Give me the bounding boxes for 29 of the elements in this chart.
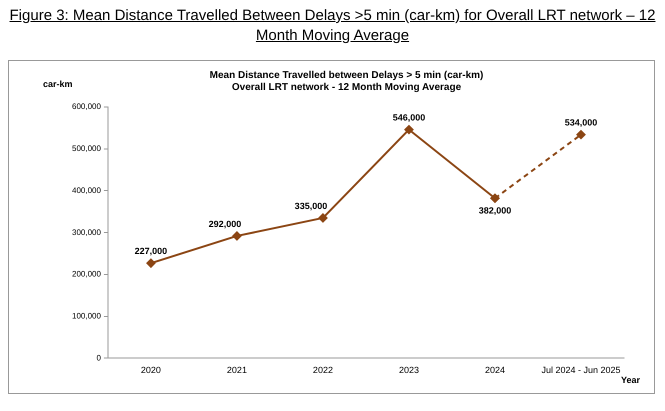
chart-title: Figure 3: Mean Distance Travelled Between Delays >5 min (car-km) for Overall LRT network – 12 Month Moving Average [10, 7, 656, 44]
y-tick-label: 100,000 [72, 312, 102, 321]
x-tick-label: 2022 [312, 365, 333, 376]
y-tick-label: 300,000 [72, 228, 102, 237]
y-tick-label: 0 [96, 353, 102, 362]
point [318, 213, 328, 222]
point [490, 194, 500, 203]
x-tick-label: 2021 [226, 365, 247, 376]
y-tick-label: 400,000 [72, 186, 102, 195]
x-axis-title: Year [620, 375, 640, 385]
x-tick-label: 2023 [398, 365, 419, 376]
chart-subtitle: Mean Distance Travelled between Delays > 5 min (car-km) Overall LRT network - 12 Month Moving Average [210, 70, 484, 93]
point [146, 258, 156, 268]
y-tick-label: 600,000 [72, 102, 102, 112]
point [576, 130, 586, 140]
y-tick-label: 500,000 [72, 144, 102, 154]
data-label: 546,000 [392, 112, 426, 123]
point [232, 231, 242, 240]
data-label: 292,000 [208, 218, 242, 229]
x-tick-label: 2020 [140, 365, 161, 376]
y-tick-label: 200,000 [72, 270, 102, 279]
point [404, 125, 414, 134]
data-label: 534,000 [564, 118, 598, 128]
x-tick-label: 2024 [484, 365, 505, 376]
data-label: 227,000 [134, 246, 168, 256]
x-tick-label: Jul 2024 - Jun 2025 [541, 365, 621, 376]
data-label: 335,000 [294, 200, 328, 211]
y-axis-title: car-km [43, 79, 73, 89]
data-label: 382,000 [478, 205, 512, 216]
